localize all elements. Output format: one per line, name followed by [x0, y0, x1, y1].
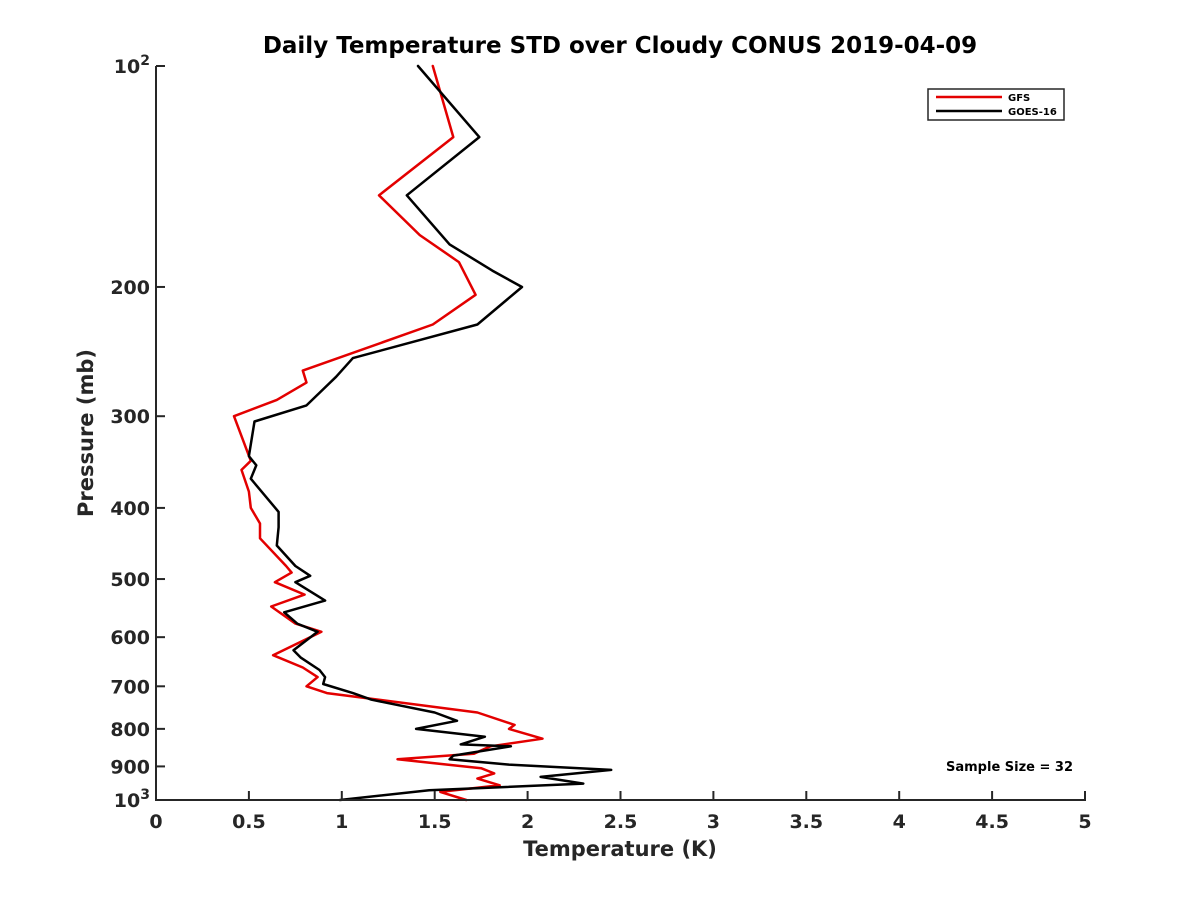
x-tick-label: 0: [149, 811, 162, 833]
x-tick-label: 4: [893, 811, 906, 833]
series-lines: [232, 64, 613, 802]
x-tick-label: 1.5: [418, 811, 452, 833]
y-tick-label: 900: [110, 756, 150, 778]
y-tick-label: 800: [110, 719, 150, 741]
legend: GFS GOES-16: [927, 88, 1065, 121]
y-ticks: 200 300 400 500 600 700 800 900 102 103: [110, 53, 165, 812]
x-ticks: 0 0.5 1 1.5 2 2.5 3 3.5 4 4.5 5: [149, 791, 1092, 833]
legend-label-goes16: GOES-16: [1008, 107, 1057, 118]
y-tick-label: 700: [110, 676, 150, 698]
x-tick-label: 4.5: [975, 811, 1009, 833]
x-tick-label: 3.5: [789, 811, 823, 833]
y-tick-label: 600: [110, 627, 150, 649]
series-line-gfs: [232, 64, 544, 802]
y-tick-label-power: 102: [114, 53, 150, 78]
y-tick-label: 200: [110, 277, 150, 299]
legend-label-gfs: GFS: [1008, 93, 1030, 104]
legend-box: [927, 88, 1065, 121]
x-tick-label: 2: [521, 811, 534, 833]
y-tick-label-power: 103: [114, 787, 150, 812]
x-axis-label: Temperature (K): [523, 837, 717, 861]
sample-size-annotation: Sample Size = 32: [946, 760, 1073, 775]
chart-title: Daily Temperature STD over Cloudy CONUS …: [263, 33, 977, 59]
x-tick-label: 2.5: [604, 811, 638, 833]
y-tick-label: 300: [110, 406, 150, 428]
y-tick-label: 400: [110, 498, 150, 520]
x-tick-label: 1: [335, 811, 348, 833]
y-axis-label: Pressure (mb): [74, 349, 98, 517]
x-tick-label: 0.5: [232, 811, 266, 833]
y-tick-label: 500: [110, 569, 150, 591]
series-line-goes16: [247, 64, 613, 802]
x-tick-label: 3: [707, 811, 720, 833]
x-tick-label: 5: [1078, 811, 1091, 833]
